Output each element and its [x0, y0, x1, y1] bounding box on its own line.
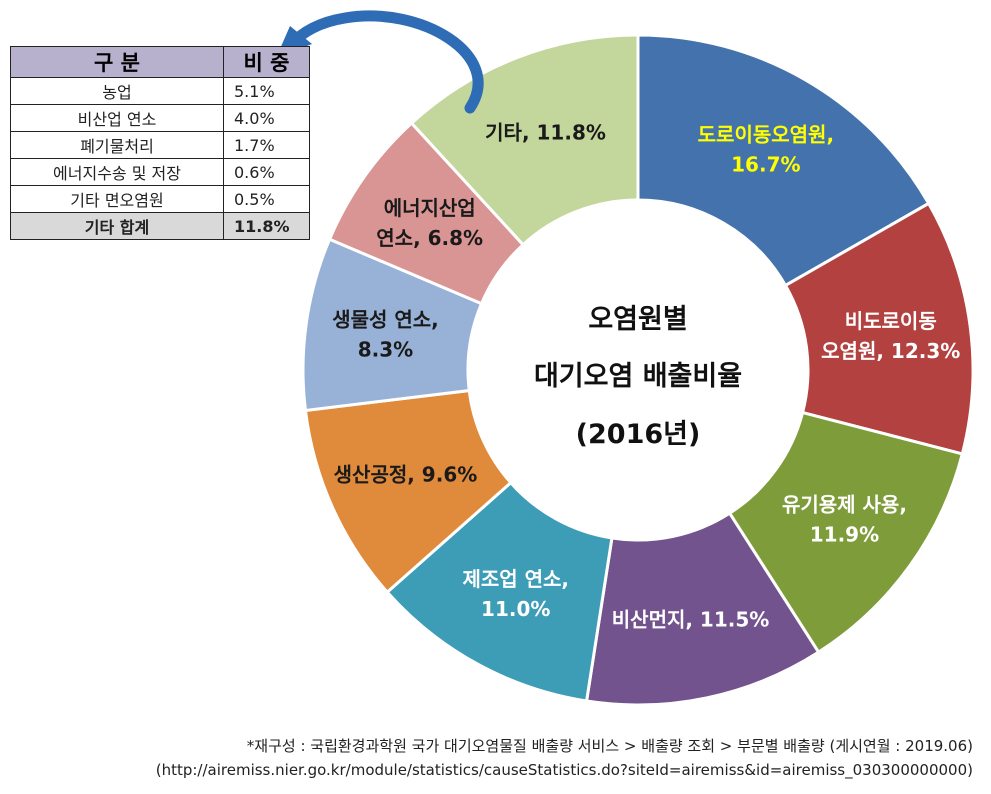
table-cell-category: 농업 [10, 77, 224, 105]
source-note: *재구성 : 국립환경과학원 국가 대기오염물질 배출량 서비스 > 배출량 조… [246, 737, 973, 755]
chart-title: 오염원별 대기오염 배출비율 (2016년) [534, 304, 742, 450]
table-cell-category: 비산업 연소 [10, 104, 224, 132]
table-row: 농업 5.1% [10, 77, 310, 105]
table-total-value: 11.8% [223, 212, 310, 240]
slice-label-line: 에너지산업 [384, 196, 476, 220]
table-cell-share: 1.7% [223, 131, 310, 159]
slice-label-5: 제조업 연소, 11.0% [462, 567, 569, 621]
table-cell-share: 0.6% [223, 158, 310, 186]
slice-label-6: 생산공정, 9.6% [334, 463, 478, 487]
slice-9 [409, 33, 640, 247]
slice-label-line: 11.0% [481, 597, 550, 621]
table-cell-share: 5.1% [223, 77, 310, 105]
callout-arrow [286, 10, 484, 114]
slice-label-4: 비산먼지, 11.5% [612, 608, 770, 632]
chart-title-line3: (2016년) [576, 419, 701, 450]
table-row: 에너지수송 및 저장 0.6% [10, 158, 310, 186]
slice-label-line: 8.3% [358, 337, 413, 361]
table-cell-category: 기타 면오염원 [10, 185, 224, 213]
table-row: 기타 면오염원 0.5% [10, 185, 310, 213]
table-cell-category: 폐기물처리 [10, 131, 224, 159]
slice-label-line: 도로이동오염원, [698, 122, 834, 146]
table-total-row: 기타 합계 11.8% [10, 212, 310, 240]
chart-title-line1: 오염원별 [588, 304, 687, 335]
slice-label-line: 연소, 6.8% [376, 226, 483, 250]
slice-label-line: 생산공정, 9.6% [334, 463, 478, 487]
table-row: 폐기물처리 1.7% [10, 131, 310, 159]
table-total-label: 기타 합계 [10, 212, 224, 240]
slice-label-line: 생물성 연소, [332, 307, 439, 331]
source-url: (http://airemiss.nier.go.kr/module/stati… [155, 761, 973, 779]
donut-slices [301, 33, 975, 707]
slice-label-line: 오염원, 12.3% [821, 339, 960, 363]
table-cell-share: 4.0% [223, 104, 310, 132]
slice-label-line: 유기용제 사용, [782, 493, 907, 517]
chart-title-line2: 대기오염 배출비율 [534, 361, 742, 392]
slice-label-7: 생물성 연소, 8.3% [332, 307, 439, 361]
table-header-row: 구 분 비 중 [10, 46, 310, 78]
slice-3 [727, 410, 965, 655]
other-breakdown-table: 구 분 비 중 농업 5.1% 비산업 연소 4.0% 폐기물처리 1.7% 에… [10, 46, 310, 240]
table-header-share: 비 중 [223, 46, 310, 78]
slice-label-line: 16.7% [731, 152, 800, 176]
slice-label-line: 비산먼지, 11.5% [612, 608, 770, 632]
table-header-category: 구 분 [10, 46, 224, 78]
slice-label-3: 유기용제 사용, 11.9% [782, 493, 907, 547]
slice-label-line: 제조업 연소, [462, 567, 569, 591]
slice-5 [385, 480, 614, 703]
slice-label-line: 기타, 11.8% [485, 120, 606, 144]
table-cell-share: 0.5% [223, 185, 310, 213]
slice-label-1: 도로이동오염원, 16.7% [698, 122, 834, 176]
table-cell-category: 에너지수송 및 저장 [10, 158, 224, 186]
slice-label-line: 11.9% [810, 523, 879, 547]
slice-label-9: 기타, 11.8% [485, 120, 606, 144]
slice-label-line: 비도로이동 [845, 309, 937, 333]
slice-1 [636, 33, 931, 288]
table-row: 비산업 연소 4.0% [10, 104, 310, 132]
